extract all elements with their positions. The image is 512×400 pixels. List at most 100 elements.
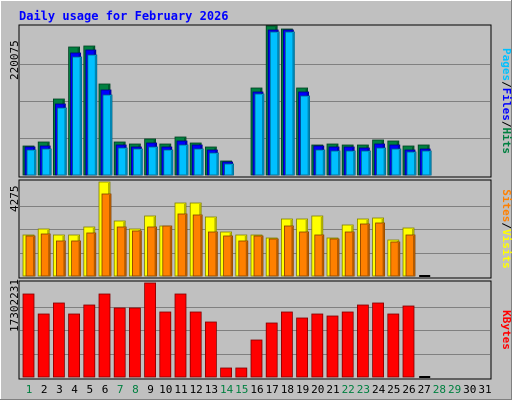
legend-visits: Sites/Visits xyxy=(500,189,512,269)
x-tick-day-10: 10 xyxy=(159,383,172,396)
x-tick-day-2: 2 xyxy=(41,383,48,396)
x-tick-day-7: 7 xyxy=(117,383,124,396)
bar-shade xyxy=(262,95,264,175)
bar-shade xyxy=(382,224,385,276)
x-tick-day-18: 18 xyxy=(281,383,294,396)
bar-shade xyxy=(155,148,158,175)
bar-shade xyxy=(215,233,218,276)
bar-kbytes-day-5 xyxy=(83,304,96,378)
x-tick-day-25: 25 xyxy=(387,383,400,396)
x-tick-day-19: 19 xyxy=(296,383,309,396)
bar-shade xyxy=(33,237,35,276)
bar-shade xyxy=(397,243,400,276)
x-tick-day-15: 15 xyxy=(235,383,248,396)
bar-shade xyxy=(245,242,248,276)
bar-kbytes-day-23 xyxy=(356,304,369,378)
bar-kbytes-day-2 xyxy=(37,313,50,378)
bar-kbytes-day-11 xyxy=(174,293,187,378)
x-tick-day-13: 13 xyxy=(205,383,218,396)
bar-shade xyxy=(64,109,67,175)
bar-shade xyxy=(79,58,82,175)
bar-shade xyxy=(124,228,127,276)
bar-shade xyxy=(200,216,203,276)
x-axis-day-labels: 1 2 3 4 5 6 7 8 9 10 11 12 13 14 15 16 17 18 19 20 21 22 23 24 2… xyxy=(26,383,492,396)
bar-shade xyxy=(48,235,51,276)
bar-kbytes-day-19 xyxy=(296,317,309,378)
bar-kbytes-day-16 xyxy=(250,339,263,378)
x-tick-day-26: 26 xyxy=(402,383,415,396)
bar-kbytes-day-22 xyxy=(341,311,354,378)
bar-shade xyxy=(352,233,355,276)
x-tick-day-21: 21 xyxy=(326,383,339,396)
bar-shade xyxy=(154,228,157,276)
bar-shade xyxy=(125,149,128,175)
bar-shade xyxy=(338,152,340,175)
bar-shade xyxy=(231,165,234,175)
bar-shade xyxy=(322,151,325,175)
bar-kbytes-day-6 xyxy=(98,293,111,378)
bar-shade xyxy=(63,242,66,276)
legend-hits: Pages/Files/Hits xyxy=(500,48,512,154)
bar-shade xyxy=(429,152,432,175)
x-tick-day-22: 22 xyxy=(342,383,355,396)
bar-shade xyxy=(368,152,371,175)
bar-kbytes-day-3 xyxy=(53,302,65,378)
bar-shade xyxy=(276,240,279,276)
bar-kbytes-day-15 xyxy=(235,367,248,378)
x-tick-day-5: 5 xyxy=(86,383,93,396)
bars-hits xyxy=(22,25,432,176)
bar-shade xyxy=(398,150,401,175)
bar-shade xyxy=(170,151,173,175)
bar-kbytes-day-10 xyxy=(159,311,172,378)
bar-kbytes-day-17 xyxy=(265,322,278,378)
x-tick-day-30: 30 xyxy=(463,383,476,396)
bar-shade xyxy=(139,232,142,276)
bar-shade xyxy=(367,225,370,276)
bar-kbytes-day-8 xyxy=(128,307,141,378)
bar-shade xyxy=(49,150,52,175)
bar-shade xyxy=(186,146,188,175)
bar-kbytes-day-12 xyxy=(189,311,202,378)
x-tick-day-16: 16 xyxy=(250,383,263,396)
x-tick-day-11: 11 xyxy=(174,383,187,396)
x-tick-day-24: 24 xyxy=(372,383,386,396)
panel-kbytes: 17302231 KBytes xyxy=(8,279,512,380)
ytick-visits: 4275 xyxy=(8,186,21,213)
bar-shade xyxy=(414,153,416,175)
bar-shade xyxy=(78,242,81,276)
x-tick-day-3: 3 xyxy=(56,383,63,396)
bar-shade xyxy=(169,227,172,276)
zero-marker xyxy=(419,376,431,378)
x-tick-day-20: 20 xyxy=(311,383,324,396)
bar-shade xyxy=(292,33,295,175)
x-tick-day-12: 12 xyxy=(190,383,203,396)
bar-shade xyxy=(216,154,219,175)
x-tick-day-27: 27 xyxy=(418,383,431,396)
bar-shade xyxy=(277,33,280,175)
x-tick-day-23: 23 xyxy=(357,383,370,396)
legend-kbytes: KBytes xyxy=(500,310,512,350)
bar-shade xyxy=(109,195,111,276)
bar-shade xyxy=(383,149,386,175)
bar-kbytes-day-20 xyxy=(311,313,324,378)
bar-kbytes-day-7 xyxy=(113,307,126,378)
bar-kbytes-day-21 xyxy=(326,315,339,378)
panel-hits: 220075 Pages/Files/Hits xyxy=(8,24,512,178)
bar-shade xyxy=(93,234,96,276)
x-tick-day-6: 6 xyxy=(102,383,109,396)
bar-shade xyxy=(321,236,324,276)
panel-visits: 4275 Sites/Visits xyxy=(8,179,512,279)
bar-shade xyxy=(140,150,143,175)
bar-shade xyxy=(230,237,233,276)
bar-shade xyxy=(110,96,112,175)
bar-shade xyxy=(307,97,310,175)
bar-kbytes-day-14 xyxy=(220,367,233,378)
ytick-hits: 220075 xyxy=(8,40,21,80)
bar-shade xyxy=(185,215,187,276)
x-tick-day-8: 8 xyxy=(132,383,139,396)
bar-shade xyxy=(94,56,97,175)
bar-shade xyxy=(201,150,204,175)
x-tick-day-31: 31 xyxy=(478,383,491,396)
chart-title: Daily usage for February 2026 xyxy=(19,9,229,23)
